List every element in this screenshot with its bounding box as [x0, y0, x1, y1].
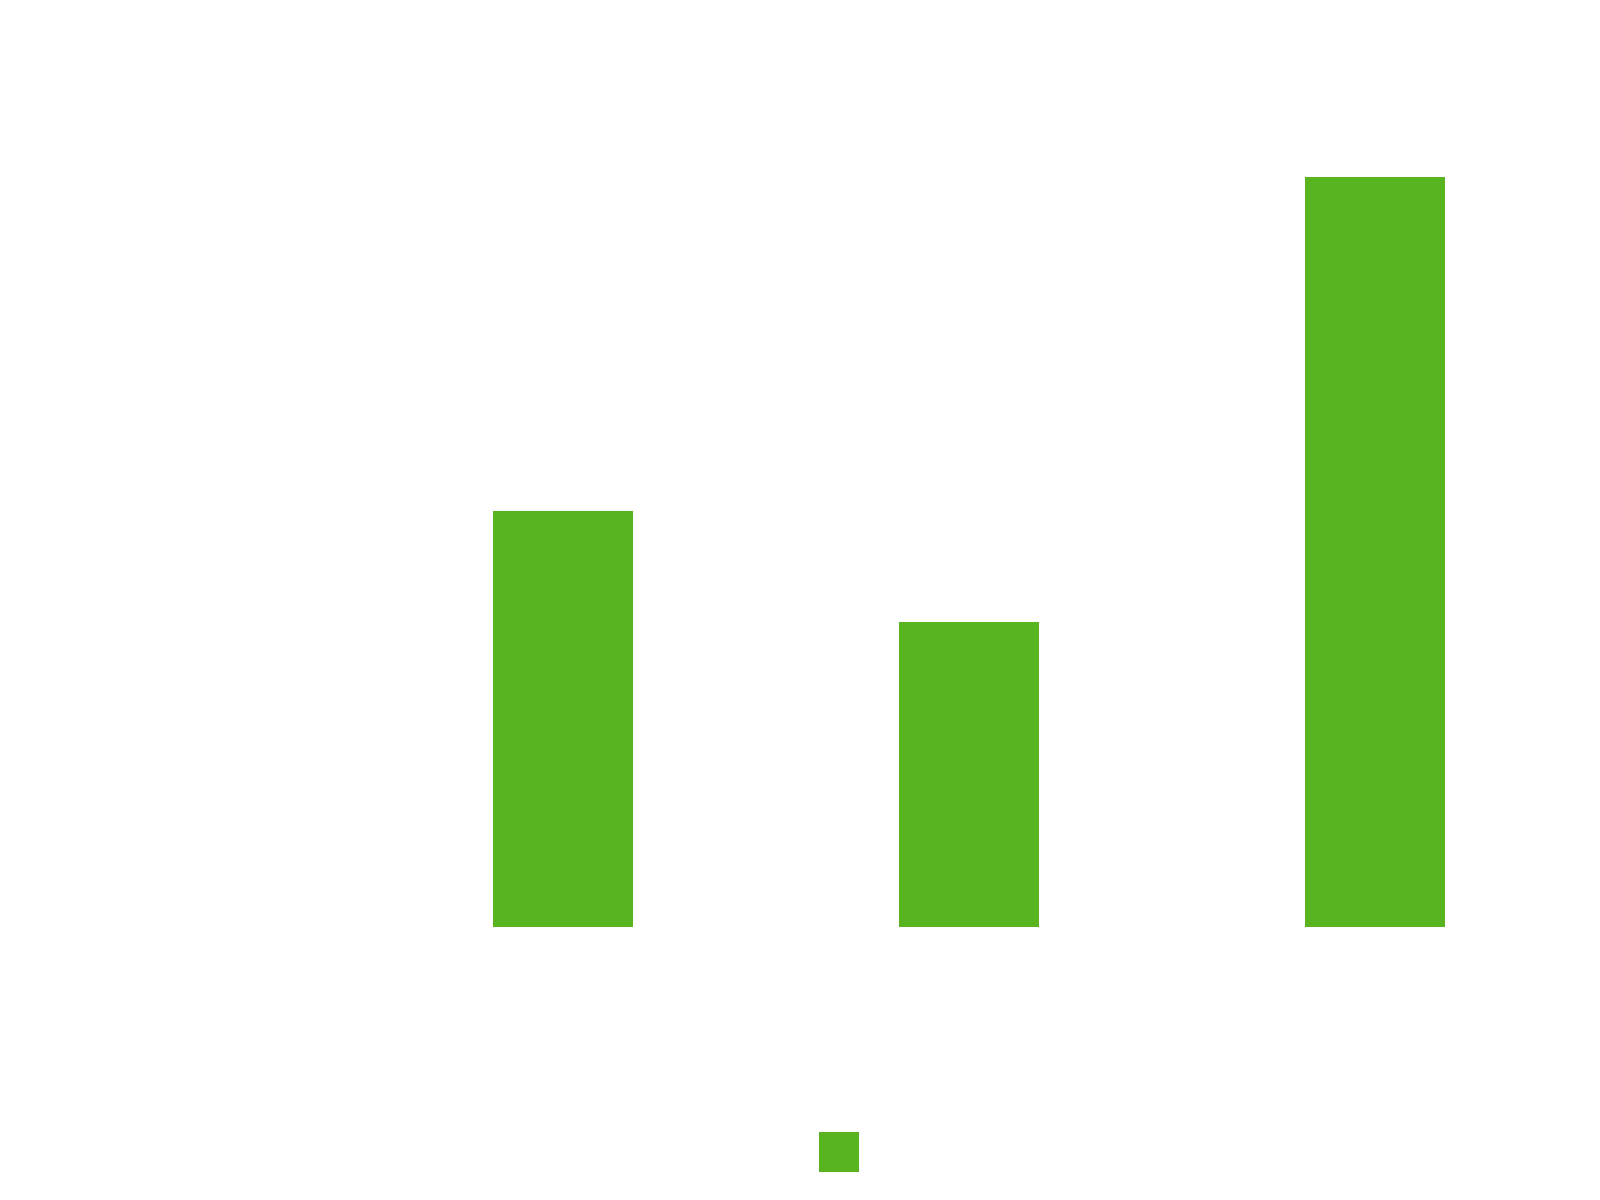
bar — [493, 511, 633, 927]
bar — [899, 622, 1039, 927]
legend-swatch — [819, 1132, 859, 1172]
bar — [1305, 177, 1445, 927]
